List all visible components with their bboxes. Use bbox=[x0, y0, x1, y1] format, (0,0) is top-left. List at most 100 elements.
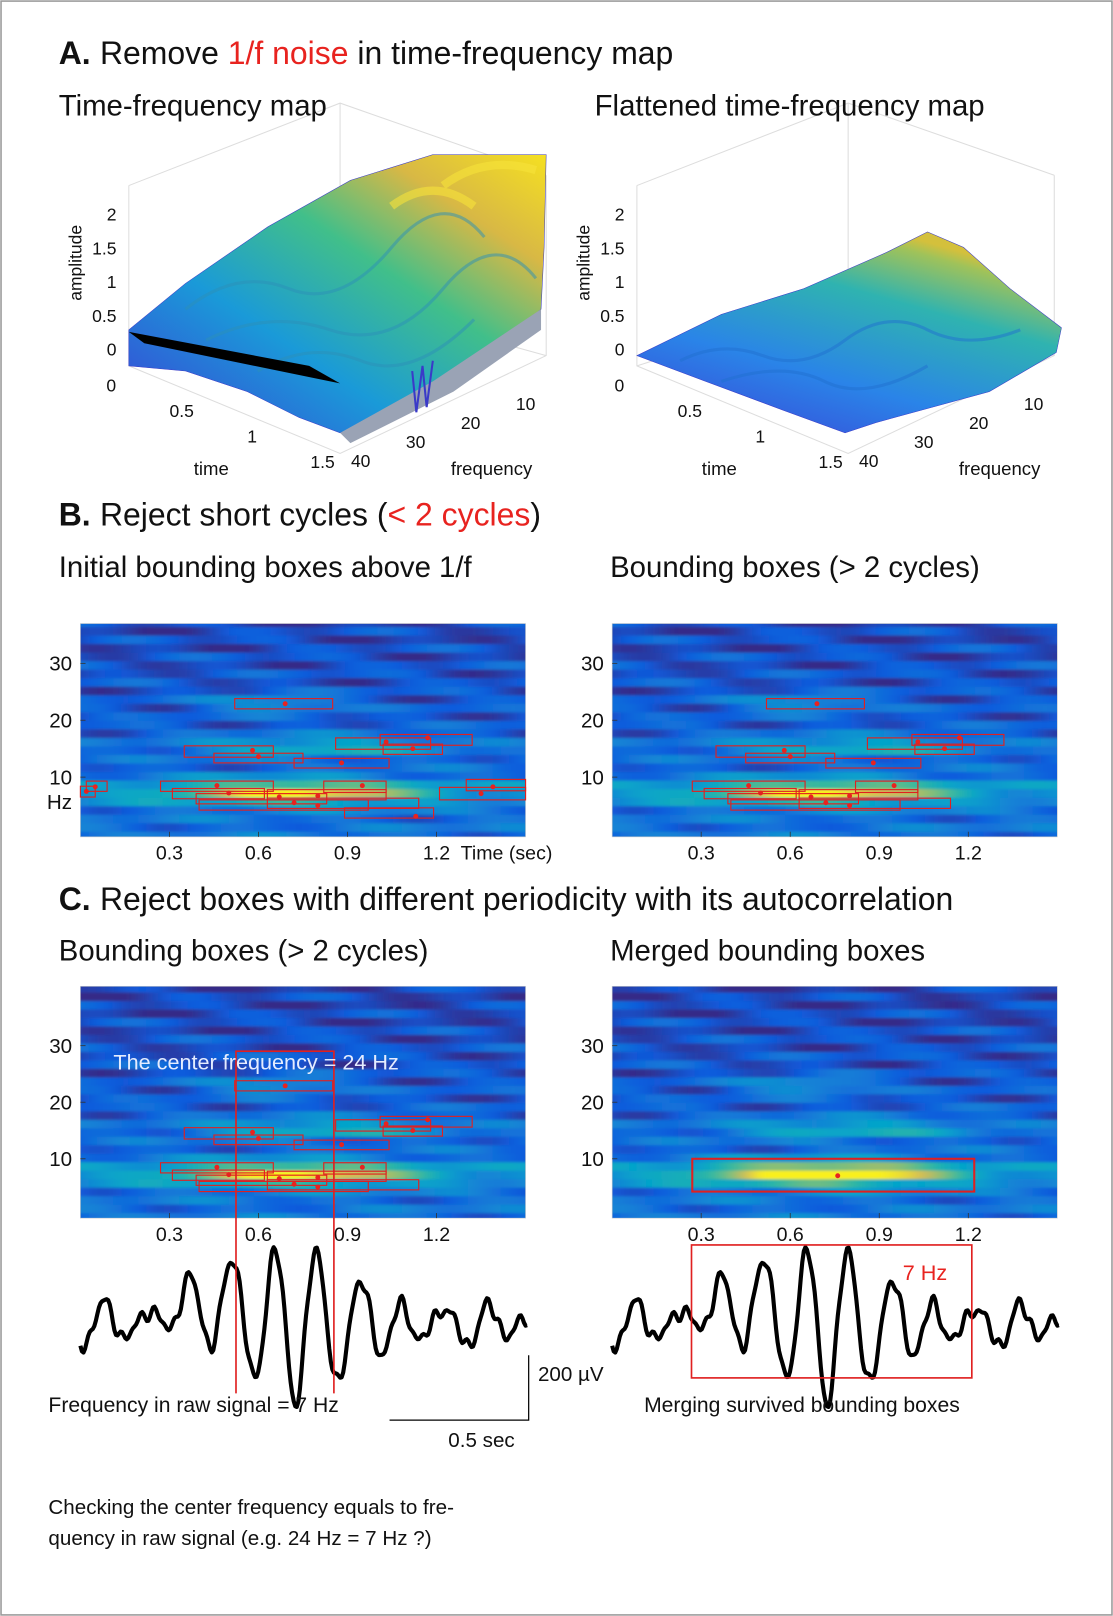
heatmap-cell bbox=[645, 780, 654, 789]
heatmap-cell bbox=[967, 678, 976, 687]
heatmap-cell bbox=[427, 1051, 436, 1060]
heatmap-cell bbox=[736, 686, 745, 695]
heatmap-cell bbox=[1008, 729, 1017, 738]
heatmap-cell bbox=[254, 1026, 263, 1035]
heatmap-cell bbox=[851, 703, 860, 712]
heatmap-cell bbox=[645, 789, 654, 798]
heatmap-cell bbox=[637, 686, 646, 695]
heatmap-cell bbox=[975, 814, 984, 823]
heatmap-cell bbox=[637, 771, 646, 780]
heatmap-cell bbox=[163, 720, 172, 729]
heatmap-cell bbox=[596, 635, 605, 644]
heatmap-cell bbox=[286, 831, 295, 840]
heatmap-cell bbox=[179, 823, 188, 832]
heatmap-cell bbox=[155, 1179, 164, 1188]
heatmap-cell bbox=[80, 1102, 89, 1111]
heatmap-cell bbox=[468, 1094, 477, 1103]
heatmap-cell bbox=[645, 712, 654, 721]
heatmap-cell bbox=[468, 1026, 477, 1035]
heatmap-cell bbox=[352, 618, 361, 627]
heatmap-cell bbox=[1000, 797, 1009, 806]
heatmap-cell bbox=[892, 618, 901, 627]
heatmap-cell bbox=[212, 661, 221, 670]
heatmap-cell bbox=[501, 1119, 510, 1128]
heatmap-cell bbox=[777, 652, 786, 661]
heatmap-cell bbox=[311, 678, 320, 687]
heatmap-cell bbox=[827, 609, 836, 618]
heatmap-cell bbox=[509, 1187, 518, 1196]
heatmap-cell bbox=[319, 1000, 328, 1009]
heatmap-cell bbox=[678, 720, 687, 729]
heatmap-cell bbox=[728, 643, 737, 652]
heatmap-cell bbox=[1057, 754, 1066, 763]
heatmap-cell bbox=[402, 1196, 411, 1205]
heatmap-cell bbox=[517, 703, 526, 712]
heatmap-cell bbox=[254, 729, 263, 738]
heatmap-cell bbox=[777, 669, 786, 678]
heatmap-cell bbox=[229, 729, 238, 738]
heatmap-cell bbox=[303, 669, 312, 678]
heatmap-cell bbox=[1041, 763, 1050, 772]
heatmap-cell bbox=[179, 763, 188, 772]
heatmap-cell bbox=[113, 1111, 122, 1120]
heatmap-cell bbox=[80, 746, 89, 755]
heatmap-cell bbox=[336, 823, 345, 832]
heatmap-cell bbox=[695, 686, 704, 695]
heatmap-cell bbox=[484, 609, 493, 618]
heatmap-cell bbox=[744, 618, 753, 627]
heatmap-cell bbox=[155, 720, 164, 729]
heatmap-cell bbox=[534, 1145, 543, 1154]
heatmap-cell bbox=[1008, 823, 1017, 832]
heatmap-cell bbox=[670, 831, 679, 840]
heatmap-cell bbox=[509, 797, 518, 806]
heatmap-cell bbox=[443, 1017, 452, 1026]
heatmap-cell bbox=[295, 1196, 304, 1205]
heatmap-cell bbox=[451, 661, 460, 670]
heatmap-cell bbox=[777, 618, 786, 627]
heatmap-cell bbox=[476, 746, 485, 755]
heatmap-cell bbox=[237, 652, 246, 661]
heatmap-cell bbox=[484, 797, 493, 806]
heatmap-cell bbox=[344, 720, 353, 729]
heatmap-cell bbox=[653, 643, 662, 652]
heatmap-cell bbox=[410, 635, 419, 644]
heatmap-cell bbox=[221, 737, 230, 746]
heatmap-cell bbox=[319, 669, 328, 678]
heatmap-cell bbox=[604, 695, 613, 704]
heatmap-cell bbox=[686, 678, 695, 687]
heatmap-cell bbox=[443, 823, 452, 832]
heatmap-cell bbox=[653, 823, 662, 832]
heatmap-cell bbox=[221, 1136, 230, 1145]
heatmap-cell bbox=[1016, 669, 1025, 678]
heatmap-cell bbox=[942, 840, 951, 849]
heatmap-cell bbox=[761, 661, 770, 670]
heatmap-cell bbox=[72, 1187, 81, 1196]
heatmap-cell bbox=[802, 814, 811, 823]
heatmap-cell bbox=[991, 652, 1000, 661]
heatmap-cell bbox=[163, 746, 172, 755]
heatmap-cell bbox=[89, 789, 98, 798]
heatmap-cell bbox=[72, 1017, 81, 1026]
heatmap-cell bbox=[89, 1119, 98, 1128]
heatmap-cell bbox=[196, 1017, 205, 1026]
heatmap-cell bbox=[728, 840, 737, 849]
heatmap-cell bbox=[1066, 831, 1075, 840]
heatmap-cell bbox=[662, 737, 671, 746]
heatmap-cell bbox=[146, 806, 155, 815]
heatmap-cell bbox=[163, 1119, 172, 1128]
heatmap-cell bbox=[204, 831, 213, 840]
heatmap-cell bbox=[476, 720, 485, 729]
heatmap-cell bbox=[254, 678, 263, 687]
heatmap-cell bbox=[138, 1136, 147, 1145]
heatmap-cell bbox=[237, 729, 246, 738]
heatmap-cell bbox=[901, 840, 910, 849]
heatmap-cell bbox=[1066, 737, 1075, 746]
heatmap-cell bbox=[394, 763, 403, 772]
heatmap-cell bbox=[319, 746, 328, 755]
heatmap-cell bbox=[686, 712, 695, 721]
heatmap-cell bbox=[1066, 661, 1075, 670]
heatmap-cell bbox=[319, 1153, 328, 1162]
heatmap-cell bbox=[427, 1179, 436, 1188]
heatmap-cell bbox=[369, 1102, 378, 1111]
heatmap-cell bbox=[122, 669, 131, 678]
